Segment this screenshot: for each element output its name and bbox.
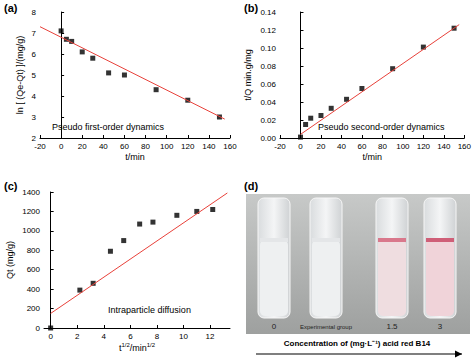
svg-text:0.02: 0.02	[260, 116, 276, 125]
svg-text:0: 0	[272, 322, 277, 331]
html-text:t1/2: t1/2	[118, 342, 130, 353]
svg-text:1000: 1000	[22, 226, 40, 235]
svg-text:120: 120	[181, 142, 195, 151]
svg-text:Experimental group: Experimental group	[300, 324, 353, 330]
svg-text:/min: /min	[130, 343, 147, 353]
svg-text:80: 80	[141, 142, 150, 151]
svg-text:160: 160	[458, 142, 472, 151]
svg-text:0: 0	[298, 142, 303, 151]
svg-text:-20: -20	[274, 142, 286, 151]
svg-text:4: 4	[32, 92, 37, 101]
svg-text:20: 20	[317, 142, 326, 151]
svg-text:1200: 1200	[22, 207, 40, 216]
svg-text:(a): (a)	[4, 2, 18, 14]
svg-text:10: 10	[179, 332, 188, 341]
svg-text:Qt (mg/g): Qt (mg/g)	[5, 241, 15, 279]
svg-text:0: 0	[48, 332, 53, 341]
svg-text:4: 4	[102, 332, 107, 341]
svg-text:80: 80	[378, 142, 387, 151]
svg-text:100: 100	[160, 142, 174, 151]
svg-text:0.04: 0.04	[260, 98, 276, 107]
svg-text:8: 8	[32, 8, 37, 17]
svg-text:12: 12	[206, 332, 215, 341]
svg-text:t/min: t/min	[125, 152, 145, 162]
svg-text:200: 200	[27, 304, 41, 313]
svg-text:(d): (d)	[244, 180, 258, 192]
svg-text:1/2: 1/2	[147, 342, 156, 348]
svg-text:1400: 1400	[22, 188, 40, 197]
svg-text:40: 40	[337, 142, 346, 151]
svg-text:Intraparticle diffusion: Intraparticle diffusion	[108, 305, 191, 315]
svg-text:6: 6	[32, 50, 37, 59]
svg-text:2: 2	[75, 332, 80, 341]
svg-text:400: 400	[27, 285, 41, 294]
svg-text:0: 0	[36, 324, 41, 333]
svg-text:0.12: 0.12	[260, 26, 276, 35]
svg-text:20: 20	[78, 142, 87, 151]
svg-text:7: 7	[32, 29, 37, 38]
svg-text:0: 0	[59, 142, 64, 151]
svg-text:(c): (c)	[4, 180, 18, 192]
svg-text:0.06: 0.06	[260, 80, 276, 89]
svg-text:(b): (b)	[244, 2, 258, 14]
svg-text:6: 6	[128, 332, 133, 341]
svg-text:-20: -20	[34, 142, 46, 151]
svg-text:Pseudo first-order dynamics: Pseudo first-order dynamics	[52, 122, 165, 132]
svg-text:60: 60	[120, 142, 129, 151]
svg-text:100: 100	[396, 142, 410, 151]
svg-text:t/Q min.g/mg: t/Q min.g/mg	[243, 49, 253, 101]
svg-text:600: 600	[27, 265, 41, 274]
svg-text:0.10: 0.10	[260, 44, 276, 53]
svg-text:Concentration of (mg·L⁻¹) acid: Concentration of (mg·L⁻¹) acid red B14	[284, 339, 431, 348]
svg-text:140: 140	[202, 142, 216, 151]
svg-text:5: 5	[32, 71, 37, 80]
svg-text:140: 140	[437, 142, 451, 151]
svg-text:2: 2	[31, 133, 36, 143]
svg-text:1.5: 1.5	[386, 322, 398, 331]
svg-text:800: 800	[27, 246, 41, 255]
svg-text:ln [ (Qe-Qt) ]/(mg/g): ln [ (Qe-Qt) ]/(mg/g)	[15, 36, 25, 115]
svg-text:0.08: 0.08	[260, 62, 276, 71]
svg-text:120: 120	[417, 142, 431, 151]
svg-text:t/min: t/min	[362, 152, 382, 162]
svg-text:Pseudo second-order dynamics: Pseudo second-order dynamics	[318, 122, 445, 132]
svg-text:60: 60	[357, 142, 366, 151]
svg-text:8: 8	[155, 332, 160, 341]
svg-text:40: 40	[99, 142, 108, 151]
svg-text:160: 160	[223, 142, 237, 151]
svg-text:3: 3	[438, 322, 443, 331]
svg-text:3: 3	[32, 113, 37, 122]
svg-text:0.00: 0.00	[260, 133, 276, 143]
svg-text:0.14: 0.14	[260, 8, 276, 17]
